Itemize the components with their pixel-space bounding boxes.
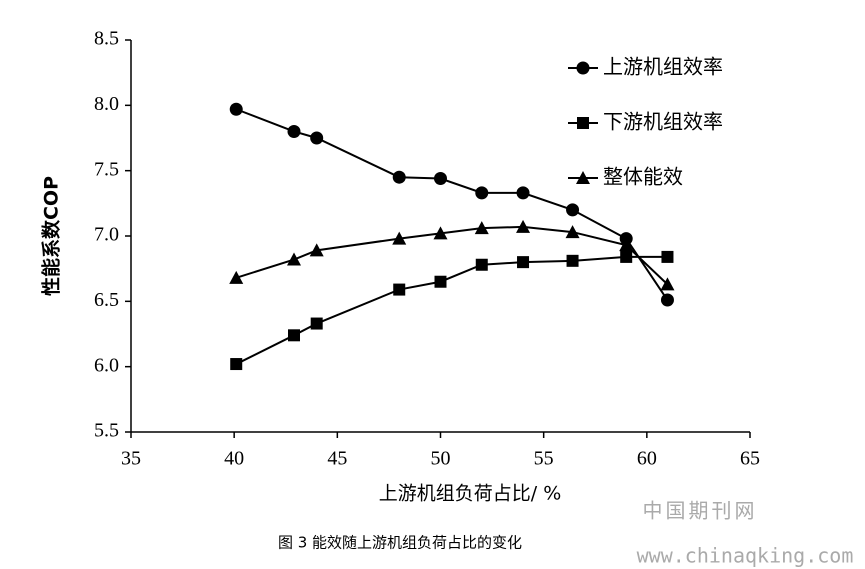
marker — [517, 256, 530, 269]
marker — [474, 221, 489, 235]
x-tick-label: 65 — [740, 448, 760, 470]
marker — [566, 203, 580, 217]
x-tick-label: 35 — [121, 448, 141, 470]
marker — [660, 277, 675, 291]
marker — [516, 219, 531, 233]
watermark: www.chinaqking.com — [637, 544, 854, 568]
series-line — [235, 225, 669, 286]
marker — [516, 186, 530, 200]
marker — [620, 250, 633, 263]
marker — [619, 238, 634, 252]
marker — [392, 170, 406, 184]
marker — [287, 124, 301, 138]
y-tick-label: 6.5 — [94, 289, 119, 311]
marker — [566, 254, 579, 267]
marker — [434, 275, 447, 288]
y-tick-label: 6.0 — [94, 354, 119, 376]
y-tick-label: 8.0 — [94, 93, 119, 115]
legend-marker — [577, 117, 589, 129]
marker — [475, 186, 489, 200]
x-tick-label: 50 — [431, 448, 451, 470]
marker — [229, 270, 244, 284]
marker — [310, 317, 323, 330]
series-line — [235, 255, 668, 365]
marker — [288, 329, 301, 342]
marker — [475, 258, 488, 271]
legend-label: 整体能效 — [603, 165, 683, 189]
watermark: 中国期刊网 — [643, 499, 758, 523]
x-tick-label: 55 — [534, 448, 554, 470]
y-tick-label: 8.5 — [94, 28, 119, 50]
marker — [433, 226, 448, 240]
marker — [310, 131, 324, 145]
marker — [230, 358, 243, 371]
marker — [565, 225, 580, 239]
caption: 图 3 能效随上游机组负荷占比的变化 — [278, 534, 522, 552]
marker — [287, 252, 302, 266]
y-axis-label: 性能系数COP — [40, 176, 63, 296]
series-line — [235, 108, 669, 301]
marker — [392, 231, 407, 245]
x-tick-label: 40 — [224, 448, 244, 470]
legend-label: 下游机组效率 — [603, 110, 723, 134]
y-tick-label: 5.5 — [94, 420, 119, 442]
marker — [434, 172, 447, 186]
x-tick-label: 60 — [637, 448, 657, 470]
x-axis-label: 上游机组负荷占比/ % — [379, 483, 562, 505]
marker — [661, 250, 674, 263]
marker — [660, 293, 674, 307]
x-tick-label: 45 — [327, 448, 347, 470]
y-tick-label: 7.0 — [94, 224, 119, 246]
marker — [229, 102, 243, 116]
y-tick-label: 7.5 — [94, 158, 119, 180]
marker — [309, 243, 324, 257]
marker — [393, 283, 406, 296]
legend-marker — [576, 61, 590, 75]
legend-marker — [576, 171, 590, 184]
legend-label: 上游机组效率 — [603, 55, 723, 79]
